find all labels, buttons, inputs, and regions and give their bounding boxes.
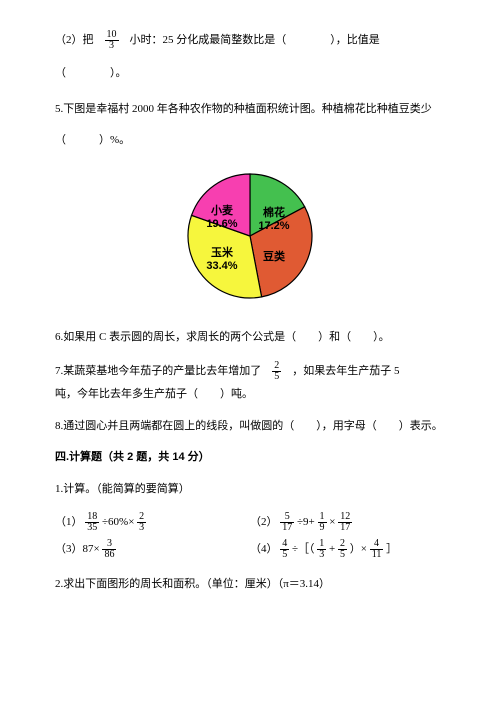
c1-frac1: 18 35 bbox=[85, 512, 99, 533]
pie-value-小麦: 19.6% bbox=[206, 218, 237, 230]
question-5-line2: （ ）%。 bbox=[55, 132, 445, 150]
pie-label-豆类: 豆类 bbox=[263, 249, 286, 263]
calc-2: （2） 5 17 ÷9+ 1 9 × 12 17 bbox=[250, 512, 445, 533]
c4-frac3: 2 5 bbox=[338, 539, 347, 560]
c4-frac2: 1 3 bbox=[317, 539, 326, 560]
q2-fraction: 10 3 bbox=[105, 30, 119, 51]
q7-fraction: 2 5 bbox=[272, 361, 281, 382]
q7-post: ，如果去年生产茄子 5 bbox=[292, 365, 399, 377]
c1-prefix: （1） bbox=[55, 516, 83, 528]
pie-value-棉花: 17.2% bbox=[258, 220, 289, 232]
question-8: 8.通过圆心并且两端都在圆上的线段，叫做圆的（ ），用字母（ ）表示。 bbox=[55, 418, 445, 436]
page-content: （2）把 10 3 小时：25 分化成最简整数比是（ ），比值是 （ ）。 5.… bbox=[0, 0, 500, 638]
c1-mid1: ÷60%× bbox=[102, 516, 134, 528]
fraction-denominator: 5 bbox=[272, 372, 281, 382]
c2-frac2: 1 9 bbox=[318, 512, 327, 533]
question-7-line1: 7.某蔬菜基地今年茄子的产量比去年增加了 2 5 ，如果去年生产茄子 5 bbox=[55, 361, 445, 382]
question-6: 6.如果用 C 表示圆的周长，求周长的两个公式是（ ）和（ ）。 bbox=[55, 329, 445, 347]
calc-1: （1） 18 35 ÷60%× 2 3 bbox=[55, 512, 250, 533]
question-5-line1: 5.下图是幸福村 2000 年各种农作物的种植面积统计图。种植棉花比种植豆类少 bbox=[55, 101, 445, 119]
c4-frac4: 4 11 bbox=[370, 539, 384, 560]
pie-chart: 棉花17.2% 豆类 玉米33.4% 小麦19.6% bbox=[168, 164, 333, 309]
question-2-line2: （ ）。 bbox=[55, 65, 445, 83]
calc-row-1: （1） 18 35 ÷60%× 2 3 （2） 5 17 ÷9+ 1 9 × bbox=[55, 512, 445, 533]
c1-frac2: 2 3 bbox=[137, 512, 146, 533]
c3-frac1: 3 86 bbox=[102, 539, 116, 560]
c4-mid3: ）× bbox=[350, 543, 367, 555]
c2-frac1: 5 17 bbox=[280, 512, 294, 533]
q7-pre: 7.某蔬菜基地今年茄子的产量比去年增加了 bbox=[55, 365, 261, 377]
calc-row-2: （3）87× 3 86 （4） 4 5 ÷［（ 1 3 + 2 5 ）× bbox=[55, 539, 445, 560]
pie-label-小麦: 小麦 bbox=[210, 203, 234, 217]
calc-3: （3）87× 3 86 bbox=[55, 539, 250, 560]
pie-chart-container: 棉花17.2% 豆类 玉米33.4% 小麦19.6% bbox=[55, 164, 445, 316]
question-7-line2: 吨，今年比去年多生产茄子（ ）吨。 bbox=[55, 386, 445, 404]
c4-mid4: ］ bbox=[386, 543, 397, 555]
c2-mid1: ÷9+ bbox=[297, 516, 315, 528]
q2-prefix: （2）把 bbox=[55, 34, 94, 46]
c3-prefix: （3）87× bbox=[55, 543, 100, 555]
c2-prefix: （2） bbox=[250, 516, 278, 528]
c2-mid2: × bbox=[329, 516, 335, 528]
calc-intro: 1.计算。（能简算的要简算） bbox=[55, 481, 445, 499]
section-4-title: 四.计算题（共 2 题，共 14 分） bbox=[55, 449, 445, 467]
pie-label-棉花: 棉花 bbox=[263, 205, 285, 219]
question-area: 2.求出下面图形的周长和面积。（单位：厘米）（π＝3.14） bbox=[55, 576, 445, 594]
calc-4: （4） 4 5 ÷［（ 1 3 + 2 5 ）× 4 11 ］ bbox=[250, 539, 445, 560]
fraction-denominator: 3 bbox=[105, 41, 119, 51]
question-2: （2）把 10 3 小时：25 分化成最简整数比是（ ），比值是 bbox=[55, 30, 445, 51]
pie-value-玉米: 33.4% bbox=[206, 260, 237, 272]
c2-frac3: 12 17 bbox=[338, 512, 352, 533]
c4-prefix: （4） bbox=[250, 543, 278, 555]
c4-mid1: ÷［（ bbox=[292, 543, 315, 555]
c4-frac1: 4 5 bbox=[280, 539, 289, 560]
q2-rest: 小时：25 分化成最简整数比是（ ），比值是 bbox=[130, 34, 380, 46]
pie-label-玉米: 玉米 bbox=[211, 245, 234, 259]
c4-mid2: + bbox=[329, 543, 335, 555]
